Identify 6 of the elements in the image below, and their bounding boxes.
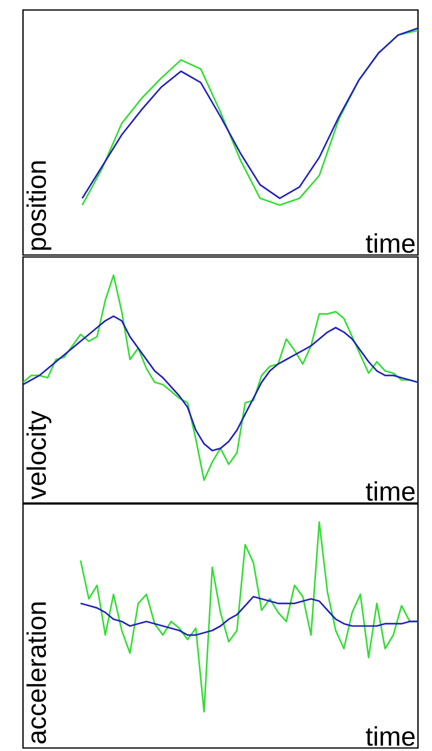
x-axis-title: time xyxy=(366,233,415,253)
x-axis-title: time xyxy=(366,481,415,501)
y-axis-title: acceleration xyxy=(26,602,46,744)
x-axis-title: time xyxy=(366,726,415,746)
y-axis-title: position xyxy=(26,161,52,250)
y-axis-title: velocity xyxy=(26,410,52,500)
